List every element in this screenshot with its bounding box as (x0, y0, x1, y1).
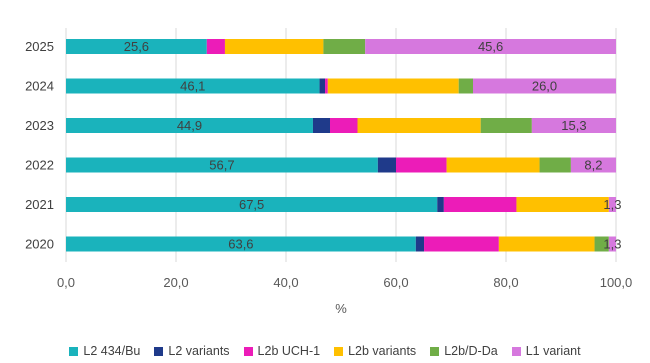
legend-item: L2 variants (154, 344, 230, 358)
data-label: 8,2 (584, 158, 602, 173)
category-label: 2024 (25, 79, 54, 94)
data-label: 1,3 (603, 197, 621, 212)
x-tick-label: 20,0 (163, 275, 188, 290)
legend-swatch (430, 346, 440, 356)
bar-segment (443, 197, 517, 212)
data-label: 67,5 (239, 197, 264, 212)
category-label: 2023 (25, 118, 54, 133)
legend-swatch (334, 346, 344, 356)
data-label: 56,7 (209, 158, 234, 173)
legend-swatch (154, 346, 164, 356)
bar-segment (206, 39, 225, 54)
legend-item: L1 variant (511, 344, 581, 358)
stacked-bar-chart: 2025 2024 2023 2022 2021 2020 25,6 45,6 46,1 26,0… (25, 28, 633, 316)
bar-segment (357, 118, 481, 133)
bar-segment (323, 39, 366, 54)
bar-segment (473, 78, 616, 94)
bar-segment (415, 236, 425, 252)
x-tick-label: 100,0 (600, 275, 633, 290)
bar-segment (516, 197, 609, 212)
bar-segment (66, 39, 207, 54)
data-label: 44,9 (177, 118, 202, 133)
data-label: 63,6 (228, 237, 253, 252)
bar-segment (312, 118, 330, 133)
bar-segment (446, 157, 540, 173)
bar-segment (458, 78, 473, 94)
bar-segment (66, 236, 416, 252)
x-tick-label: 40,0 (273, 275, 298, 290)
data-label: 1,3 (603, 237, 621, 252)
category-label: 2025 (25, 39, 54, 54)
category-label: 2020 (25, 237, 54, 252)
legend-label: L2b UCH-1 (257, 344, 321, 358)
x-axis-title: % (335, 301, 347, 316)
bar-segment (365, 39, 616, 54)
bar-segment (539, 157, 571, 173)
bar-segment (66, 157, 378, 173)
legend-label: L2 variants (168, 344, 230, 358)
legend-label: L1 variant (525, 344, 581, 358)
bar-segment (330, 118, 358, 133)
data-label: 46,1 (180, 79, 205, 94)
x-tick-label: 0,0 (57, 275, 75, 290)
bar-segment (608, 236, 616, 252)
bar-segment (66, 118, 313, 133)
bar-segment (594, 236, 609, 252)
bar-segment (319, 78, 326, 94)
bar-segment (570, 157, 616, 173)
category-label: 2022 (25, 158, 54, 173)
bar-segment (531, 118, 616, 133)
legend-swatch (243, 346, 253, 356)
x-tick-label: 80,0 (493, 275, 518, 290)
bar-segment (66, 78, 320, 94)
legend-swatch (69, 346, 79, 356)
bar-segment (437, 197, 444, 212)
bar-segment (498, 236, 595, 252)
data-label: 26,0 (532, 79, 557, 94)
legend-item: L2b variants (334, 344, 416, 358)
legend-item: L2b UCH-1 (243, 344, 321, 358)
legend-label: L2 434/Bu (83, 344, 141, 358)
bar-segment (377, 157, 396, 173)
legend-item: L2b/D-Da (430, 344, 498, 358)
data-label: 25,6 (124, 39, 149, 54)
legend-item: L2 434/Bu (69, 344, 140, 358)
bar-segment (608, 197, 616, 212)
legend-label: L2b/D-Da (444, 344, 498, 358)
bar-segment (66, 197, 438, 212)
data-label: 45,6 (478, 39, 503, 54)
legend-swatch (511, 346, 521, 356)
bar-segment (424, 236, 499, 252)
bar-segment (396, 157, 447, 173)
data-label: 15,3 (561, 118, 586, 133)
bar-segment (480, 118, 532, 133)
bar-segment (325, 78, 328, 94)
legend-label: L2b variants (348, 344, 417, 358)
category-label: 2021 (25, 197, 54, 212)
bar-segment (224, 39, 324, 54)
x-tick-label: 60,0 (383, 275, 408, 290)
legend: L2 434/Bu L2 variants L2b UCH-1 L2b variant… (0, 340, 650, 362)
bar-segment (327, 78, 459, 94)
